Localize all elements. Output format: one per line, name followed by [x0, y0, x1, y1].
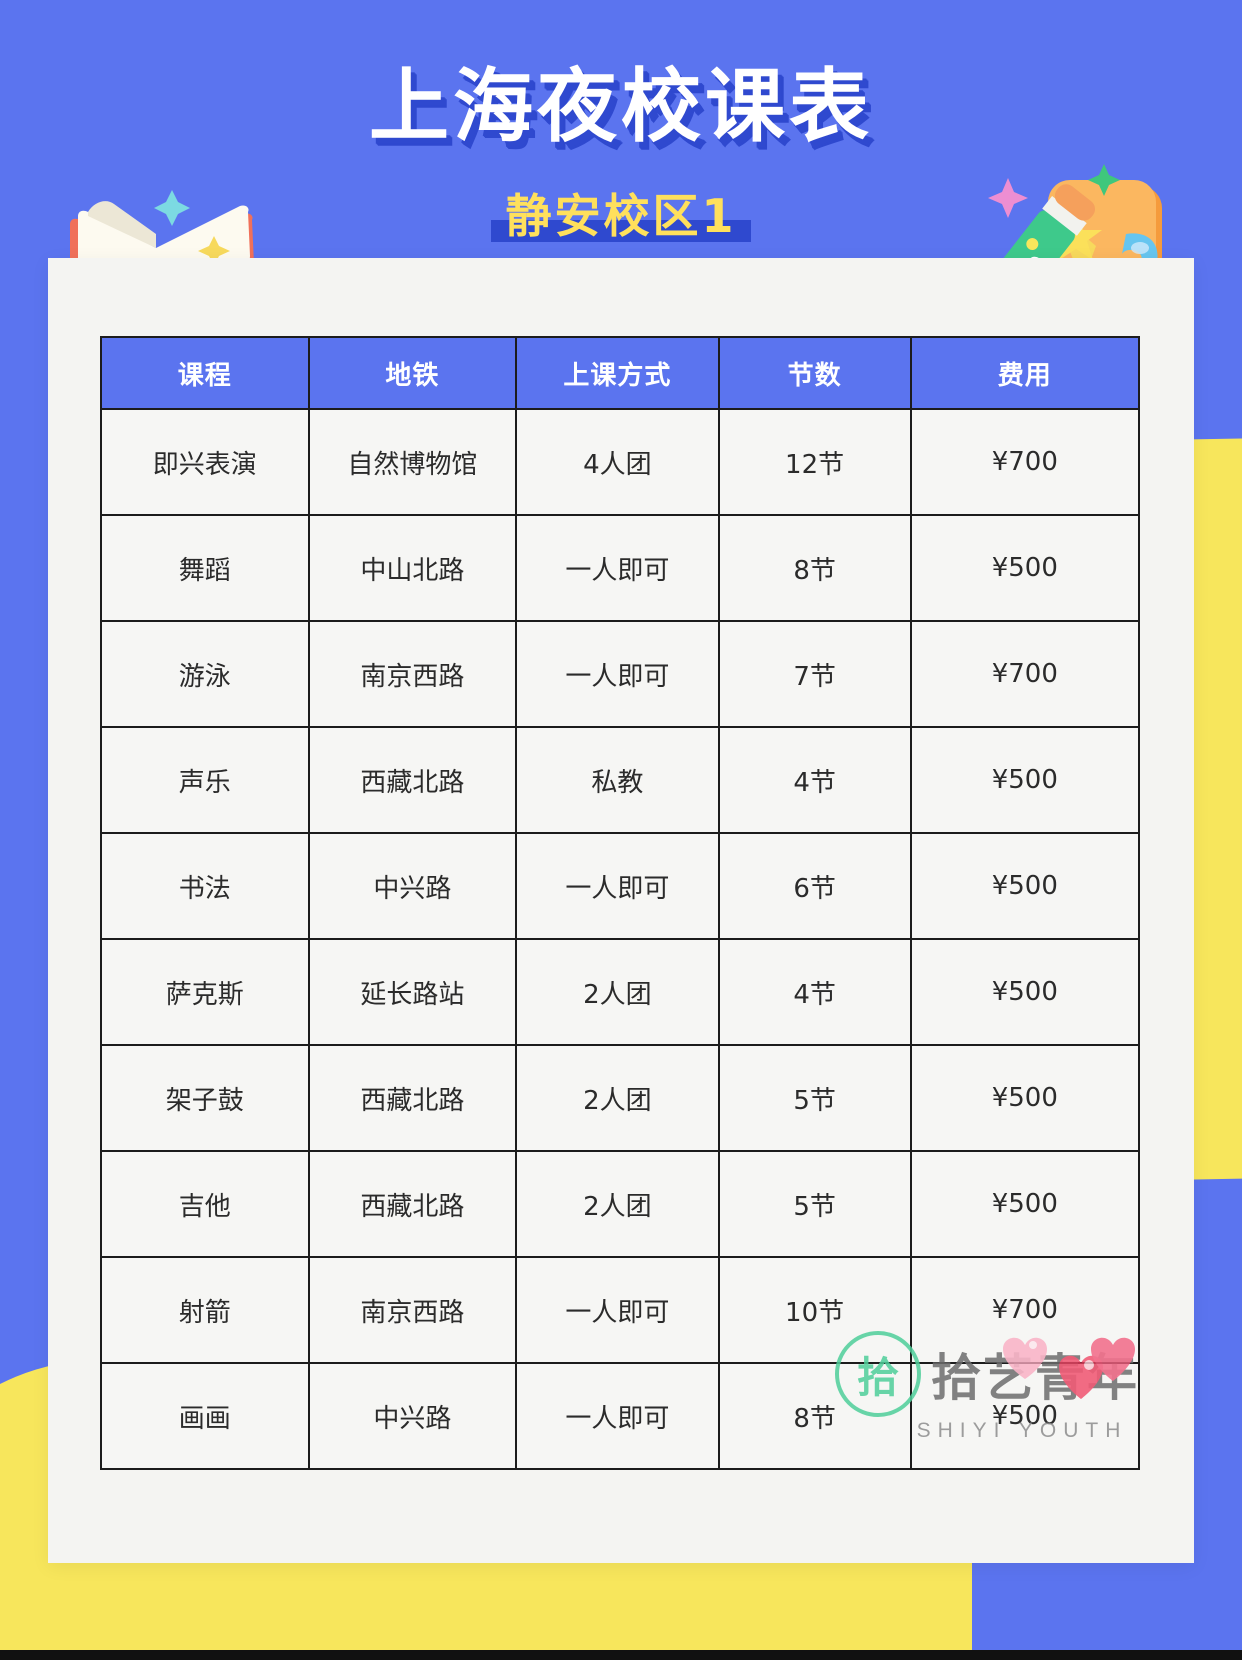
- table-row: 声乐 西藏北路 私教 4节 ¥500: [100, 726, 1141, 834]
- schedule-table-wrapper: 课程 地铁 上课方式 节数 费用 即兴表演 自然博物馆 4人团 12节 ¥700…: [100, 336, 1141, 1470]
- cell-metro: 南京西路: [307, 1256, 518, 1364]
- table-body: 即兴表演 自然博物馆 4人团 12节 ¥700 舞蹈 中山北路 一人即可 8节 …: [100, 408, 1141, 1470]
- cell-fee: ¥500: [909, 1362, 1141, 1470]
- column-header-metro: 地铁: [307, 336, 518, 410]
- cell-metro: 西藏北路: [307, 1044, 518, 1152]
- column-header-mode: 上课方式: [515, 336, 720, 410]
- cell-metro: 西藏北路: [307, 726, 518, 834]
- cell-fee: ¥700: [909, 408, 1141, 516]
- column-header-course: 课程: [100, 336, 310, 410]
- cell-mode: 一人即可: [515, 1256, 720, 1364]
- cell-course: 画画: [100, 1362, 310, 1470]
- cell-metro: 西藏北路: [307, 1150, 518, 1258]
- cell-sessions: 5节: [717, 1150, 912, 1258]
- cell-fee: ¥500: [909, 938, 1141, 1046]
- cell-fee: ¥500: [909, 1150, 1141, 1258]
- cell-metro: 南京西路: [307, 620, 518, 728]
- table-header: 课程 地铁 上课方式 节数 费用: [100, 336, 1141, 410]
- cell-sessions: 5节: [717, 1044, 912, 1152]
- cell-metro: 中兴路: [307, 1362, 518, 1470]
- cell-mode: 2人团: [515, 1044, 720, 1152]
- table-row: 画画 中兴路 一人即可 8节 ¥500: [100, 1362, 1141, 1470]
- cell-course: 舞蹈: [100, 514, 310, 622]
- cell-mode: 4人团: [515, 408, 720, 516]
- column-header-fee: 费用: [909, 336, 1141, 410]
- table-row: 舞蹈 中山北路 一人即可 8节 ¥500: [100, 514, 1141, 622]
- table-row: 射箭 南京西路 一人即可 10节 ¥700: [100, 1256, 1141, 1364]
- cell-fee: ¥700: [909, 620, 1141, 728]
- cell-metro: 自然博物馆: [307, 408, 518, 516]
- cell-fee: ¥500: [909, 726, 1141, 834]
- cell-mode: 一人即可: [515, 620, 720, 728]
- cell-mode: 2人团: [515, 1150, 720, 1258]
- schedule-card: 课程 地铁 上课方式 节数 费用 即兴表演 自然博物馆 4人团 12节 ¥700…: [48, 258, 1194, 1563]
- cell-sessions: 7节: [717, 620, 912, 728]
- cell-fee: ¥700: [909, 1256, 1141, 1364]
- cell-fee: ¥500: [909, 514, 1141, 622]
- cell-sessions: 10节: [717, 1256, 912, 1364]
- table-header-row: 课程 地铁 上课方式 节数 费用: [100, 336, 1141, 410]
- cell-sessions: 8节: [717, 1362, 912, 1470]
- column-header-sessions: 节数: [717, 336, 912, 410]
- cell-course: 射箭: [100, 1256, 310, 1364]
- table-row: 架子鼓 西藏北路 2人团 5节 ¥500: [100, 1044, 1141, 1152]
- table-row: 吉他 西藏北路 2人团 5节 ¥500: [100, 1150, 1141, 1258]
- cell-mode: 一人即可: [515, 832, 720, 940]
- cell-mode: 一人即可: [515, 1362, 720, 1470]
- cell-course: 吉他: [100, 1150, 310, 1258]
- table-row: 书法 中兴路 一人即可 6节 ¥500: [100, 832, 1141, 940]
- cell-metro: 中山北路: [307, 514, 518, 622]
- cell-sessions: 12节: [717, 408, 912, 516]
- cell-fee: ¥500: [909, 1044, 1141, 1152]
- cell-sessions: 4节: [717, 938, 912, 1046]
- cell-course: 架子鼓: [100, 1044, 310, 1152]
- cell-mode: 一人即可: [515, 514, 720, 622]
- cell-mode: 私教: [515, 726, 720, 834]
- bottom-black-strip: [0, 1650, 1242, 1660]
- cell-course: 萨克斯: [100, 938, 310, 1046]
- schedule-table: 课程 地铁 上课方式 节数 费用 即兴表演 自然博物馆 4人团 12节 ¥700…: [100, 336, 1141, 1470]
- table-row: 即兴表演 自然博物馆 4人团 12节 ¥700: [100, 408, 1141, 516]
- cell-sessions: 6节: [717, 832, 912, 940]
- table-row: 萨克斯 延长路站 2人团 4节 ¥500: [100, 938, 1141, 1046]
- cell-course: 游泳: [100, 620, 310, 728]
- cell-metro: 延长路站: [307, 938, 518, 1046]
- cell-course: 声乐: [100, 726, 310, 834]
- table-row: 游泳 南京西路 一人即可 7节 ¥700: [100, 620, 1141, 728]
- cell-sessions: 8节: [717, 514, 912, 622]
- cell-metro: 中兴路: [307, 832, 518, 940]
- cell-course: 书法: [100, 832, 310, 940]
- cell-course: 即兴表演: [100, 408, 310, 516]
- cell-fee: ¥500: [909, 832, 1141, 940]
- cell-sessions: 4节: [717, 726, 912, 834]
- cell-mode: 2人团: [515, 938, 720, 1046]
